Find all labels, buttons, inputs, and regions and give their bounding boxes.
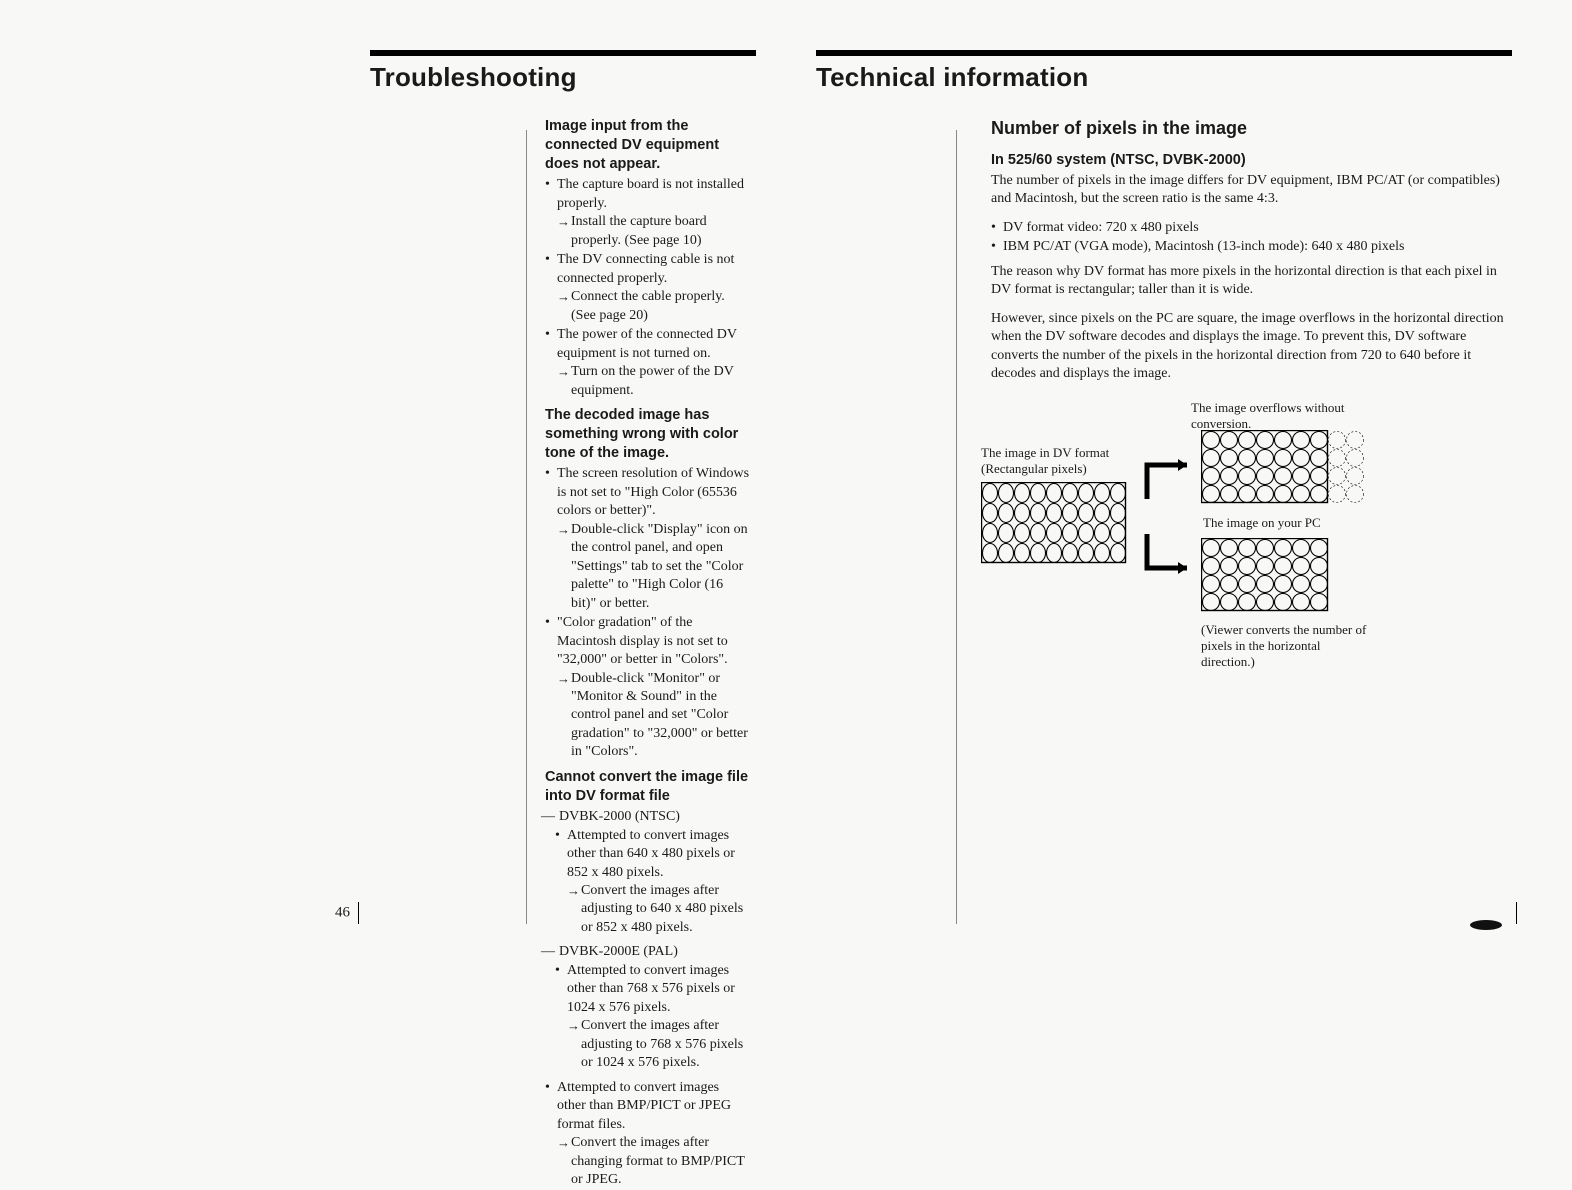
pixel-bullet: IBM PC/AT (VGA mode), Macintosh (13-inch… — [991, 238, 1512, 256]
fix-item: Convert the images after adjusting to 64… — [567, 882, 751, 937]
arrow-up-icon — [1141, 455, 1201, 505]
paragraph-reason: The reason why DV format has more pixels… — [991, 263, 1512, 300]
header-rule-left — [370, 50, 756, 56]
fix-item: Double-click "Display" icon on the contr… — [557, 521, 751, 613]
issue-heading: The decoded image has something wrong wi… — [545, 406, 751, 463]
left-column-body: Image input from the connected DV equipm… — [370, 117, 756, 1190]
intro-paragraph: The number of pixels in the image differ… — [991, 172, 1512, 209]
page-left: Troubleshooting Image input from the con… — [0, 0, 786, 954]
model-group: DVBK-2000 (NTSC) — [545, 808, 751, 826]
grid-source — [981, 482, 1127, 564]
issue-heading: Cannot convert the image file into DV fo… — [545, 768, 751, 806]
issue-heading: Image input from the connected DV equipm… — [545, 117, 751, 174]
grid-pc — [1201, 538, 1329, 612]
page-right: Technical information Number of pixels i… — [786, 0, 1572, 954]
gutter-divider-left — [526, 130, 527, 924]
fix-item: Double-click "Monitor" or "Monitor & Sou… — [557, 670, 751, 762]
label-viewer: (Viewer converts the number of pixels in… — [1201, 622, 1371, 671]
fix-item: Convert the images after changing format… — [557, 1134, 751, 1189]
fix-item: Convert the images after adjusting to 76… — [567, 1017, 751, 1072]
pixel-bullets: DV format video: 720 x 480 pixelsIBM PC/… — [991, 219, 1512, 257]
label-overflow: The image overflows without conversion. — [1191, 400, 1361, 433]
heading-troubleshooting: Troubleshooting — [370, 62, 756, 93]
arrow-down-icon — [1141, 528, 1201, 578]
page-end-mark — [1516, 902, 1517, 924]
system-heading: In 525/60 system (NTSC, DVBK-2000) — [991, 151, 1512, 170]
subheading-pixels: Number of pixels in the image — [991, 117, 1512, 141]
cause-item: Attempted to convert images other than B… — [545, 1079, 751, 1190]
pixel-bullet: DV format video: 720 x 480 pixels — [991, 219, 1512, 237]
right-column-body: Number of pixels in the image In 525/60 … — [816, 117, 1512, 730]
fix-item: Connect the cable properly. (See page 20… — [557, 288, 751, 325]
cause-item: "Color gradation" of the Macintosh displ… — [545, 614, 751, 762]
heading-technical-information: Technical information — [816, 62, 1512, 93]
header-rule-right — [816, 50, 1512, 56]
label-pc: The image on your PC — [1203, 515, 1373, 531]
grid-overflow — [1201, 430, 1365, 504]
cause-item: The power of the connected DV equipment … — [545, 326, 751, 400]
gutter-divider-right — [956, 130, 957, 924]
model-group: DVBK-2000E (PAL) — [545, 943, 751, 961]
label-source: The image in DV format (Rectangular pixe… — [981, 445, 1141, 478]
fix-item: Turn on the power of the DV equipment. — [557, 363, 751, 400]
cause-item: Attempted to convert images other than 7… — [555, 962, 751, 1073]
cause-item: The screen resolution of Windows is not … — [545, 465, 751, 613]
fix-item: Install the capture board properly. (See… — [557, 213, 751, 250]
pixel-conversion-diagram: The image overflows without conversion. … — [991, 410, 1512, 730]
cause-item: The capture board is not installed prope… — [545, 176, 751, 250]
page-number: 46 — [335, 902, 359, 924]
scan-artifact — [1470, 920, 1502, 930]
paragraph-conversion: However, since pixels on the PC are squa… — [991, 310, 1512, 384]
cause-item: Attempted to convert images other than 6… — [555, 827, 751, 938]
cause-item: The DV connecting cable is not connected… — [545, 251, 751, 325]
